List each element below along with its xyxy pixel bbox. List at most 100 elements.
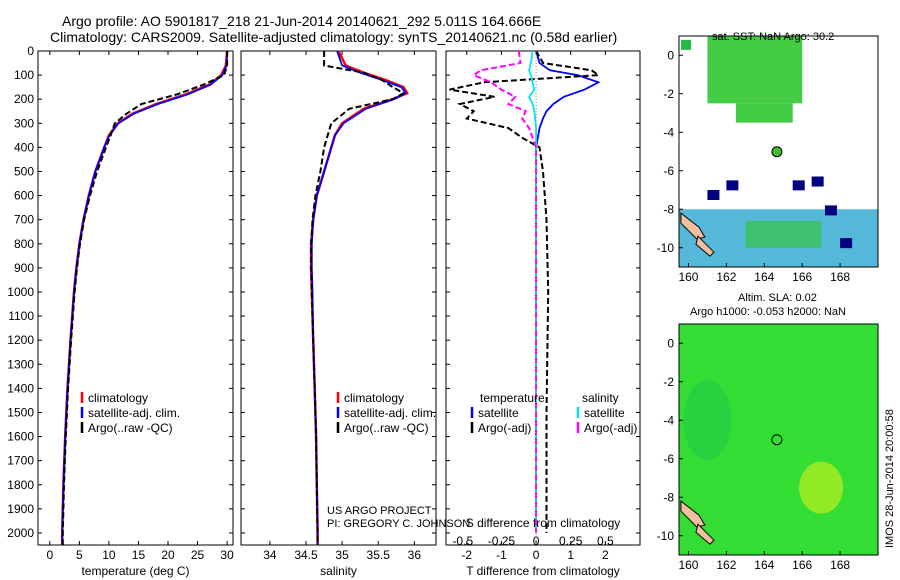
sla-map-island bbox=[695, 523, 715, 545]
sst-cold-cell bbox=[726, 180, 739, 191]
depth-tick-label: 1100 bbox=[8, 309, 34, 323]
T-diff-tick-label: 0 bbox=[533, 548, 540, 562]
header-line2: Climatology: CARS2009. Satellite-adjuste… bbox=[50, 29, 618, 45]
sst-map-xtick-label: 160 bbox=[678, 270, 698, 284]
sla-map-ytick-label: -8 bbox=[663, 490, 674, 504]
depth-tick-label: 1500 bbox=[7, 405, 34, 419]
S-diff-tick-label: -0.5 bbox=[452, 534, 473, 548]
salinity-legend-label: climatology bbox=[344, 391, 404, 405]
S-diff-tick-label: 0.25 bbox=[559, 534, 583, 548]
sst-cold-cell bbox=[707, 190, 720, 200]
sst-map-ytick-label: -4 bbox=[663, 125, 674, 139]
salinity-series-climatology bbox=[309, 50, 409, 545]
sst-cell bbox=[681, 39, 691, 50]
salinity-series-argo bbox=[310, 51, 406, 545]
depth-tick-label: 300 bbox=[14, 116, 34, 130]
sst-map-xtick-label: 164 bbox=[754, 270, 774, 284]
sla-map-island bbox=[680, 500, 706, 528]
salinity-xtick-label: 34.5 bbox=[294, 548, 318, 562]
difference-series-s-satellite bbox=[528, 50, 537, 533]
depth-tick-label: 700 bbox=[14, 213, 34, 227]
sst-map-ytick-label: -6 bbox=[663, 164, 674, 178]
depth-tick-label: 1400 bbox=[7, 381, 34, 395]
difference-frame bbox=[445, 50, 641, 546]
sst-map-xtick-label: 168 bbox=[830, 270, 850, 284]
sst-cold-cell bbox=[811, 176, 824, 187]
salinity-frame bbox=[240, 50, 437, 546]
temperature-legend-label: satellite-adj. clim. bbox=[88, 406, 180, 420]
difference-series-t-argo-adj- bbox=[449, 50, 602, 533]
T-diff-tick-label: -2 bbox=[461, 548, 472, 562]
sla-map-ytick-label: -4 bbox=[663, 413, 674, 427]
temperature-series-climatology bbox=[60, 50, 229, 545]
sla-map-ytick-label: -2 bbox=[663, 375, 674, 389]
S-diff-xlabel: S difference from climatology bbox=[466, 516, 621, 530]
sst-cold-cell bbox=[792, 180, 805, 191]
temperature-legend-label: climatology bbox=[88, 391, 148, 405]
difference-xlabel: T difference from climatology bbox=[466, 564, 620, 578]
depth-tick-label: 2000 bbox=[7, 526, 34, 540]
sst-cold-cell bbox=[824, 205, 837, 216]
depth-tick-label: 1300 bbox=[7, 357, 34, 371]
sst-map-ytick-label: 0 bbox=[667, 48, 674, 62]
salinity-xtick-label: 34 bbox=[263, 548, 277, 562]
depth-tick-label: 900 bbox=[14, 261, 34, 275]
temperature-frame bbox=[37, 50, 234, 546]
legend-s-title: salinity bbox=[582, 391, 619, 405]
depth-tick-label: 400 bbox=[14, 140, 34, 154]
difference-series-s-argo-adj- bbox=[471, 50, 538, 533]
temperature-xtick-label: 20 bbox=[161, 548, 175, 562]
sst-map-xtick-label: 166 bbox=[792, 270, 812, 284]
legend-t-title: temperature bbox=[480, 391, 545, 405]
timestamp-stamp: IMOS 28-Jun-2014 20:00:58 bbox=[884, 409, 896, 548]
sst-map-ytick-label: -2 bbox=[663, 87, 674, 101]
depth-tick-label: 100 bbox=[14, 68, 34, 82]
sla-low bbox=[683, 380, 732, 461]
depth-tick-label: 1000 bbox=[7, 285, 34, 299]
depth-tick-label: 0 bbox=[27, 44, 34, 58]
sla-map-frame bbox=[678, 323, 879, 556]
sla-map-xtick-label: 162 bbox=[716, 558, 736, 572]
salinity-xlabel: salinity bbox=[320, 564, 357, 578]
sst-map-ytick-label: -10 bbox=[657, 241, 675, 255]
T-diff-tick-label: -1 bbox=[496, 548, 507, 562]
sla-map-xtick-label: 166 bbox=[792, 558, 812, 572]
depth-tick-label: 1200 bbox=[7, 333, 34, 347]
depth-tick-label: 1800 bbox=[7, 478, 34, 492]
credit-line2: PI: GREGORY C. JOHNSON bbox=[327, 518, 471, 530]
diff-legend-label: satellite bbox=[584, 406, 625, 420]
temperature-series-argo bbox=[61, 51, 229, 545]
sst-patch-north-2 bbox=[735, 103, 793, 123]
temperature-xtick-label: 25 bbox=[191, 548, 205, 562]
salinity-xtick-label: 35 bbox=[335, 548, 349, 562]
salinity-xtick-label: 36 bbox=[408, 548, 422, 562]
sst-patch-north bbox=[707, 36, 803, 104]
diff-legend-label: satellite bbox=[478, 406, 519, 420]
sla-high bbox=[799, 461, 844, 514]
header-line1: Argo profile: AO 5901817_218 21-Jun-2014… bbox=[62, 13, 542, 29]
sla-map-argo-marker bbox=[771, 434, 783, 446]
depth-tick-label: 1600 bbox=[7, 430, 34, 444]
sst-map-ytick-label: -8 bbox=[663, 202, 674, 216]
diff-legend-label: Argo(-adj) bbox=[478, 421, 531, 435]
salinity-legend-label: Argo(..raw -QC) bbox=[344, 421, 429, 435]
sst-map-xtick-label: 162 bbox=[716, 270, 736, 284]
credit-line1: US ARGO PROJECT bbox=[327, 505, 432, 517]
sla-map-xtick-label: 160 bbox=[678, 558, 698, 572]
sla-map-ytick-label: 0 bbox=[667, 336, 674, 350]
T-diff-tick-label: 1 bbox=[567, 548, 574, 562]
temperature-legend-label: Argo(..raw -QC) bbox=[88, 421, 173, 435]
depth-tick-label: 1900 bbox=[7, 502, 34, 516]
sst-map-title: sat. SST: NaN Argo: 30.2 bbox=[712, 31, 835, 43]
temperature-xlabel: temperature (deg C) bbox=[81, 564, 189, 578]
sst-cold-cell bbox=[840, 238, 853, 249]
diff-legend-label: Argo(-adj) bbox=[584, 421, 637, 435]
S-diff-tick-label: -0.25 bbox=[488, 534, 516, 548]
salinity-xtick-label: 35.5 bbox=[367, 548, 391, 562]
depth-tick-label: 200 bbox=[14, 92, 34, 106]
temperature-xtick-label: 30 bbox=[220, 548, 234, 562]
sla-map-ytick-label: -10 bbox=[657, 529, 675, 543]
sst-map-frame bbox=[678, 35, 879, 268]
sst-map-argo-marker bbox=[771, 146, 783, 158]
sla-map-ytick-label: -6 bbox=[663, 452, 674, 466]
